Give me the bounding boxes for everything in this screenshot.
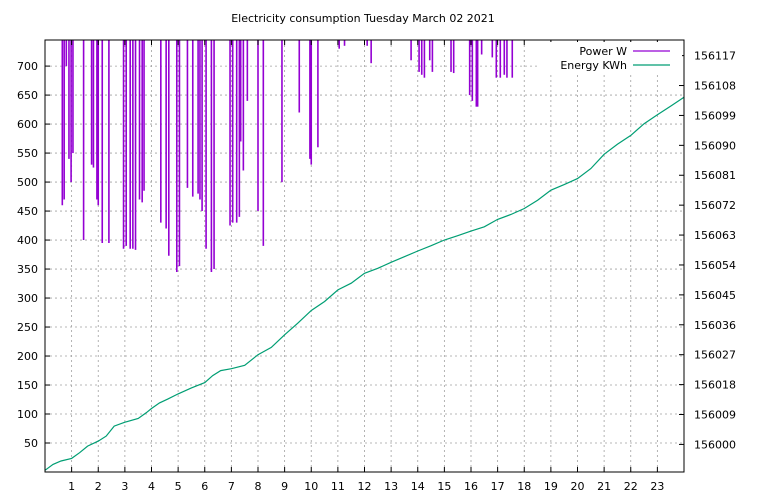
x-tick-label: 2 — [95, 480, 102, 493]
legend: Power W Energy KWh — [540, 42, 682, 74]
x-tick-label: 10 — [304, 480, 318, 493]
y-tick-label: 50 — [24, 437, 38, 450]
y-tick-label: 150 — [17, 379, 38, 392]
x-tick-label: 4 — [148, 480, 155, 493]
y2-tick-label: 156072 — [694, 199, 736, 212]
x-tick-label: 15 — [437, 480, 451, 493]
y-tick-label: 500 — [17, 176, 38, 189]
y2-tick-label: 156045 — [694, 289, 736, 302]
y-tick-label: 450 — [17, 205, 38, 218]
y-tick-label: 650 — [17, 89, 38, 102]
y2-tick-label: 156090 — [694, 139, 736, 152]
x-tick-label: 13 — [384, 480, 398, 493]
x-tick-label: 3 — [121, 480, 128, 493]
x-tick-label: 6 — [201, 480, 208, 493]
y-tick-label: 700 — [17, 60, 38, 73]
y2-tick-label: 156027 — [694, 349, 736, 362]
x-tick-label: 12 — [358, 480, 372, 493]
y2-tick-label: 156018 — [694, 379, 736, 392]
y2-tick-label: 156036 — [694, 319, 736, 332]
x-tick-label: 1 — [68, 480, 75, 493]
y-tick-label: 250 — [17, 321, 38, 334]
x-tick-label: 14 — [411, 480, 425, 493]
x-tick-label: 18 — [517, 480, 531, 493]
x-tick-label: 7 — [228, 480, 235, 493]
x-tick-label: 23 — [650, 480, 664, 493]
y2-tick-label: 156081 — [694, 169, 736, 182]
energy-line — [44, 96, 685, 471]
y2-tick-label: 156117 — [694, 50, 736, 63]
y2-tick-label: 156099 — [694, 109, 736, 122]
x-tick-label: 16 — [464, 480, 478, 493]
grid — [45, 40, 684, 472]
y2-tick-label: 156000 — [694, 438, 736, 451]
y-tick-label: 600 — [17, 118, 38, 131]
y-tick-label: 300 — [17, 292, 38, 305]
y-tick-label: 550 — [17, 147, 38, 160]
x-tick-label: 21 — [597, 480, 611, 493]
y2-tick-label: 156063 — [694, 229, 736, 242]
x-tick-label: 5 — [175, 480, 182, 493]
y-tick-label: 350 — [17, 263, 38, 276]
chart-title: Electricity consumption Tuesday March 02… — [231, 12, 495, 25]
energy-series — [44, 96, 685, 471]
power-series — [61, 40, 514, 272]
y2-tick-label: 156108 — [694, 80, 736, 93]
y-tick-label: 200 — [17, 350, 38, 363]
y-tick-label: 400 — [17, 234, 38, 247]
x-tick-label: 8 — [255, 480, 262, 493]
legend-label-energy: Energy KWh — [560, 59, 627, 72]
axis-ticks: 1 2 3 4 5 6 7 8 9 10 11 12 13 14 15 16 17 18 19 20 21 22 23501… — [17, 40, 736, 493]
x-tick-label: 17 — [491, 480, 505, 493]
x-tick-label: 11 — [331, 480, 345, 493]
x-tick-label: 22 — [624, 480, 638, 493]
y-tick-label: 100 — [17, 408, 38, 421]
y2-tick-label: 156009 — [694, 409, 736, 422]
x-tick-label: 20 — [571, 480, 585, 493]
x-tick-label: 9 — [281, 480, 288, 493]
y2-tick-label: 156054 — [694, 259, 736, 272]
legend-box — [540, 42, 682, 74]
legend-label-power: Power W — [579, 45, 627, 58]
x-tick-label: 19 — [544, 480, 558, 493]
